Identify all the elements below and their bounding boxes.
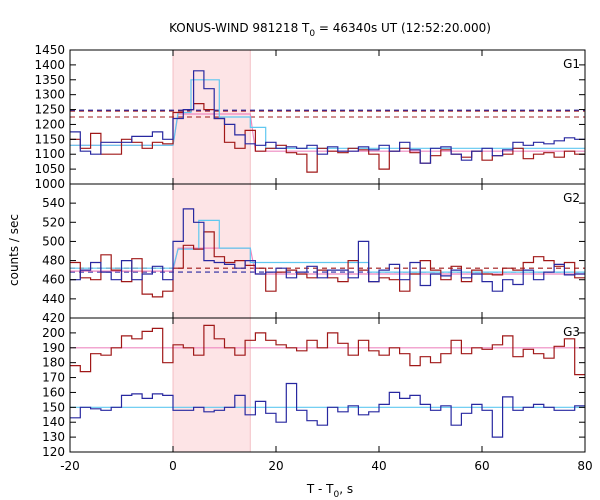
x-axis-label: T - T0, s xyxy=(306,482,353,500)
y-tick-label: 520 xyxy=(42,215,65,229)
panel-label: G1 xyxy=(563,57,580,71)
x-axis-label-main: T - T xyxy=(306,482,334,496)
x-tick-label: 80 xyxy=(577,459,592,473)
y-tick-label: 1000 xyxy=(34,177,65,191)
y-tick-label: 160 xyxy=(42,385,65,399)
x-tick-label: 60 xyxy=(474,459,489,473)
highlight-interval xyxy=(173,184,251,318)
y-tick-label: 180 xyxy=(42,356,65,370)
y-axis-label: counts / sec xyxy=(7,214,21,286)
title-subscript: 0 xyxy=(309,29,315,39)
y-tick-label: 200 xyxy=(42,326,65,340)
fit-line xyxy=(70,219,585,273)
series-step-line xyxy=(70,324,585,376)
y-tick-label: 1350 xyxy=(34,73,65,87)
y-tick-label: 1100 xyxy=(34,147,65,161)
y-tick-label: 190 xyxy=(42,341,65,355)
y-tick-label: 440 xyxy=(42,292,65,306)
panel-frame xyxy=(69,317,586,453)
series-step-line xyxy=(70,103,585,173)
panel-label: G2 xyxy=(563,191,580,205)
y-tick-label: 130 xyxy=(42,430,65,444)
panel-g1: 1000105011001150120012501300135014001450… xyxy=(34,43,586,191)
fit-line xyxy=(70,79,585,149)
panel-frame xyxy=(69,49,586,185)
y-tick-label: 1200 xyxy=(34,117,65,131)
y-tick-label: 1300 xyxy=(34,88,65,102)
series-step-line xyxy=(70,231,585,298)
y-tick-label: 420 xyxy=(42,311,65,325)
x-tick-label: 40 xyxy=(371,459,386,473)
x-axis-label-subscript: 0 xyxy=(334,490,340,500)
x-tick-label: -20 xyxy=(60,459,80,473)
panel-label: G3 xyxy=(563,325,580,339)
highlight-interval xyxy=(173,318,251,452)
y-tick-label: 140 xyxy=(42,415,65,429)
y-tick-label: 1150 xyxy=(34,132,65,146)
y-tick-label: 120 xyxy=(42,445,65,459)
y-tick-label: 480 xyxy=(42,254,65,268)
y-tick-label: 1250 xyxy=(34,103,65,117)
x-tick-label: 0 xyxy=(169,459,177,473)
y-tick-label: 1050 xyxy=(34,162,65,176)
y-tick-label: 150 xyxy=(42,400,65,414)
panels-group: 1000105011001150120012501300135014001450… xyxy=(34,43,592,473)
series-step-line xyxy=(70,70,585,164)
y-tick-label: 540 xyxy=(42,196,65,210)
x-axis-label-rest: , s xyxy=(339,482,353,496)
y-tick-label: 460 xyxy=(42,273,65,287)
y-tick-label: 500 xyxy=(42,234,65,248)
y-tick-label: 170 xyxy=(42,371,65,385)
y-tick-label: 1400 xyxy=(34,58,65,72)
y-tick-label: 1450 xyxy=(34,43,65,57)
series-step-line xyxy=(70,208,585,292)
x-tick-label: 20 xyxy=(268,459,283,473)
title-rest: = 46340s UT (12:52:20.000) xyxy=(315,21,491,35)
title-main: KONUS-WIND 981218 T xyxy=(169,21,310,35)
panel-frame xyxy=(69,183,586,319)
series-step-line xyxy=(70,382,585,438)
chart-title: KONUS-WIND 981218 T0 = 46340s UT (12:52:… xyxy=(169,21,491,39)
panel-g2: 420 440 460 480 500 520 540 G2 xyxy=(42,183,586,325)
